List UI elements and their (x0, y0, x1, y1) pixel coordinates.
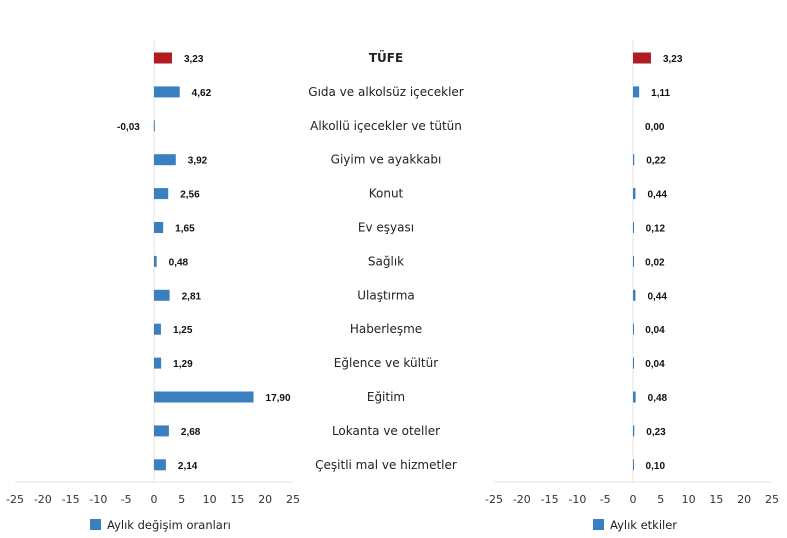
category-label: Giyim ve ayakkabı (331, 153, 442, 167)
data-label: 3,92 (188, 156, 208, 167)
data-label: 4,62 (192, 88, 212, 99)
data-label: 0,48 (169, 257, 189, 268)
bar (633, 323, 634, 335)
legend-label: Aylık değişim oranları (107, 518, 231, 532)
x-tick-label: -15 (541, 493, 559, 506)
bar (633, 357, 634, 369)
bar (633, 52, 651, 64)
bar (153, 120, 155, 132)
data-label: 3,23 (663, 54, 683, 65)
bar (154, 357, 162, 369)
x-tick-label: -20 (513, 493, 531, 506)
bar (154, 154, 176, 166)
bar (154, 52, 172, 64)
x-tick-label: 15 (709, 493, 723, 506)
legend-swatch (90, 519, 101, 530)
data-label: 0,04 (645, 359, 665, 370)
bar (633, 154, 635, 166)
x-tick-label: 25 (286, 493, 300, 506)
x-tick-label: 15 (230, 493, 244, 506)
data-label: 0,10 (646, 461, 666, 472)
data-label: 0,22 (646, 156, 666, 167)
data-label: 0,44 (647, 190, 667, 201)
data-label: 1,11 (651, 88, 670, 99)
category-label: Eğlence ve kültür (334, 356, 438, 370)
x-tick-label: -15 (62, 493, 80, 506)
x-tick-label: 5 (178, 493, 185, 506)
bar (633, 391, 636, 403)
data-label: 0,23 (646, 427, 666, 438)
bar (633, 289, 636, 301)
data-label: 2,56 (180, 190, 200, 201)
category-label: Haberleşme (350, 322, 422, 336)
bar (154, 188, 169, 200)
x-tick-label: 5 (657, 493, 664, 506)
data-label: 0,02 (645, 257, 665, 268)
data-label: 2,81 (182, 291, 202, 302)
bar (633, 459, 634, 471)
data-label: 0,44 (647, 291, 667, 302)
data-label: 0,00 (645, 122, 665, 133)
bar (633, 188, 636, 200)
data-label: 0,48 (648, 393, 668, 404)
data-label: 0,04 (645, 325, 665, 336)
legend-label: Aylık etkiler (610, 518, 677, 532)
x-tick-label: -5 (600, 493, 611, 506)
x-tick-label: 0 (151, 493, 158, 506)
category-label: Çeşitli mal ve hizmetler (315, 458, 457, 472)
category-label: Gıda ve alkolsüz içecekler (308, 85, 464, 99)
bar (633, 86, 640, 98)
x-tick-label: 20 (737, 493, 751, 506)
bar (154, 323, 161, 335)
category-label: TÜFE (369, 50, 403, 65)
data-label: 17,90 (266, 393, 291, 404)
x-tick-label: -25 (485, 493, 503, 506)
data-label: 1,25 (173, 325, 193, 336)
category-label: Alkollü içecekler ve tütün (310, 119, 462, 133)
data-label: 1,65 (175, 224, 195, 235)
x-tick-label: 20 (258, 493, 272, 506)
bar (154, 289, 170, 301)
category-label: Ulaştırma (357, 288, 415, 302)
category-label: Eğitim (367, 390, 405, 404)
x-tick-label: -10 (568, 493, 586, 506)
legend-swatch (593, 519, 604, 530)
category-label: Ev eşyası (358, 221, 414, 235)
category-label: Konut (369, 187, 404, 201)
bar (633, 255, 634, 267)
x-tick-label: 10 (203, 493, 217, 506)
bar (154, 391, 254, 403)
bar (154, 459, 166, 471)
x-tick-label: 25 (765, 493, 779, 506)
data-label: -0,03 (117, 122, 140, 133)
x-tick-label: -20 (34, 493, 52, 506)
category-label: Lokanta ve oteller (332, 424, 440, 438)
bar (154, 425, 169, 437)
x-tick-label: -5 (121, 493, 132, 506)
bar (154, 86, 180, 98)
x-tick-label: 0 (630, 493, 637, 506)
data-label: 0,12 (646, 224, 666, 235)
x-tick-label: -25 (6, 493, 24, 506)
bar (154, 255, 157, 267)
x-tick-label: 10 (682, 493, 696, 506)
bar (633, 222, 634, 233)
bar (633, 425, 635, 437)
data-label: 1,29 (173, 359, 193, 370)
x-tick-label: -10 (89, 493, 107, 506)
data-label: 2,68 (181, 427, 201, 438)
data-label: 2,14 (178, 461, 198, 472)
data-label: 3,23 (184, 54, 204, 65)
bar (154, 222, 164, 233)
category-label: Sağlık (368, 254, 404, 268)
